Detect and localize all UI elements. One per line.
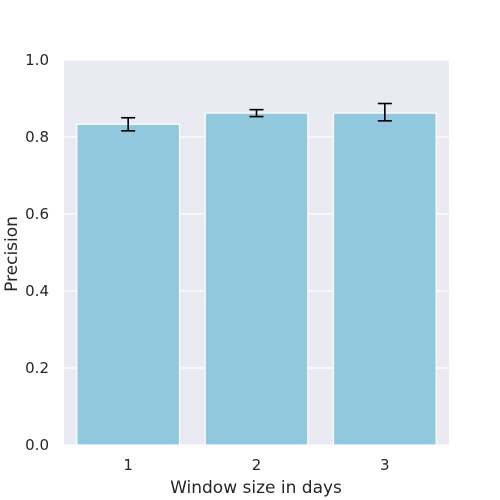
y-tick-label: 0.6 xyxy=(25,205,49,223)
error-bar-1 xyxy=(121,116,136,132)
error-bars xyxy=(121,102,392,132)
bar-1 xyxy=(76,123,181,446)
x-tick-label: 1 xyxy=(123,456,133,474)
error-bar-3 xyxy=(377,102,392,122)
y-axis-label: Precision xyxy=(2,216,22,292)
bars xyxy=(76,112,437,446)
x-tick-label: 3 xyxy=(380,456,390,474)
y-tick-label: 0.8 xyxy=(25,128,49,146)
error-bar-2 xyxy=(249,108,264,118)
y-tick-label: 0.0 xyxy=(25,436,49,454)
y-tick-label: 1.0 xyxy=(25,51,49,69)
bar-3 xyxy=(332,112,437,446)
y-tick-label: 0.2 xyxy=(25,359,49,377)
x-tick-label: 2 xyxy=(252,456,262,474)
bar-2 xyxy=(204,112,309,446)
y-tick-labels: 0.0 0.2 0.4 0.6 0.8 1.0 xyxy=(25,51,49,454)
y-tick-label: 0.4 xyxy=(25,282,49,300)
x-tick-labels: 1 2 3 xyxy=(123,456,389,474)
x-axis-label: Window size in days xyxy=(170,478,342,498)
